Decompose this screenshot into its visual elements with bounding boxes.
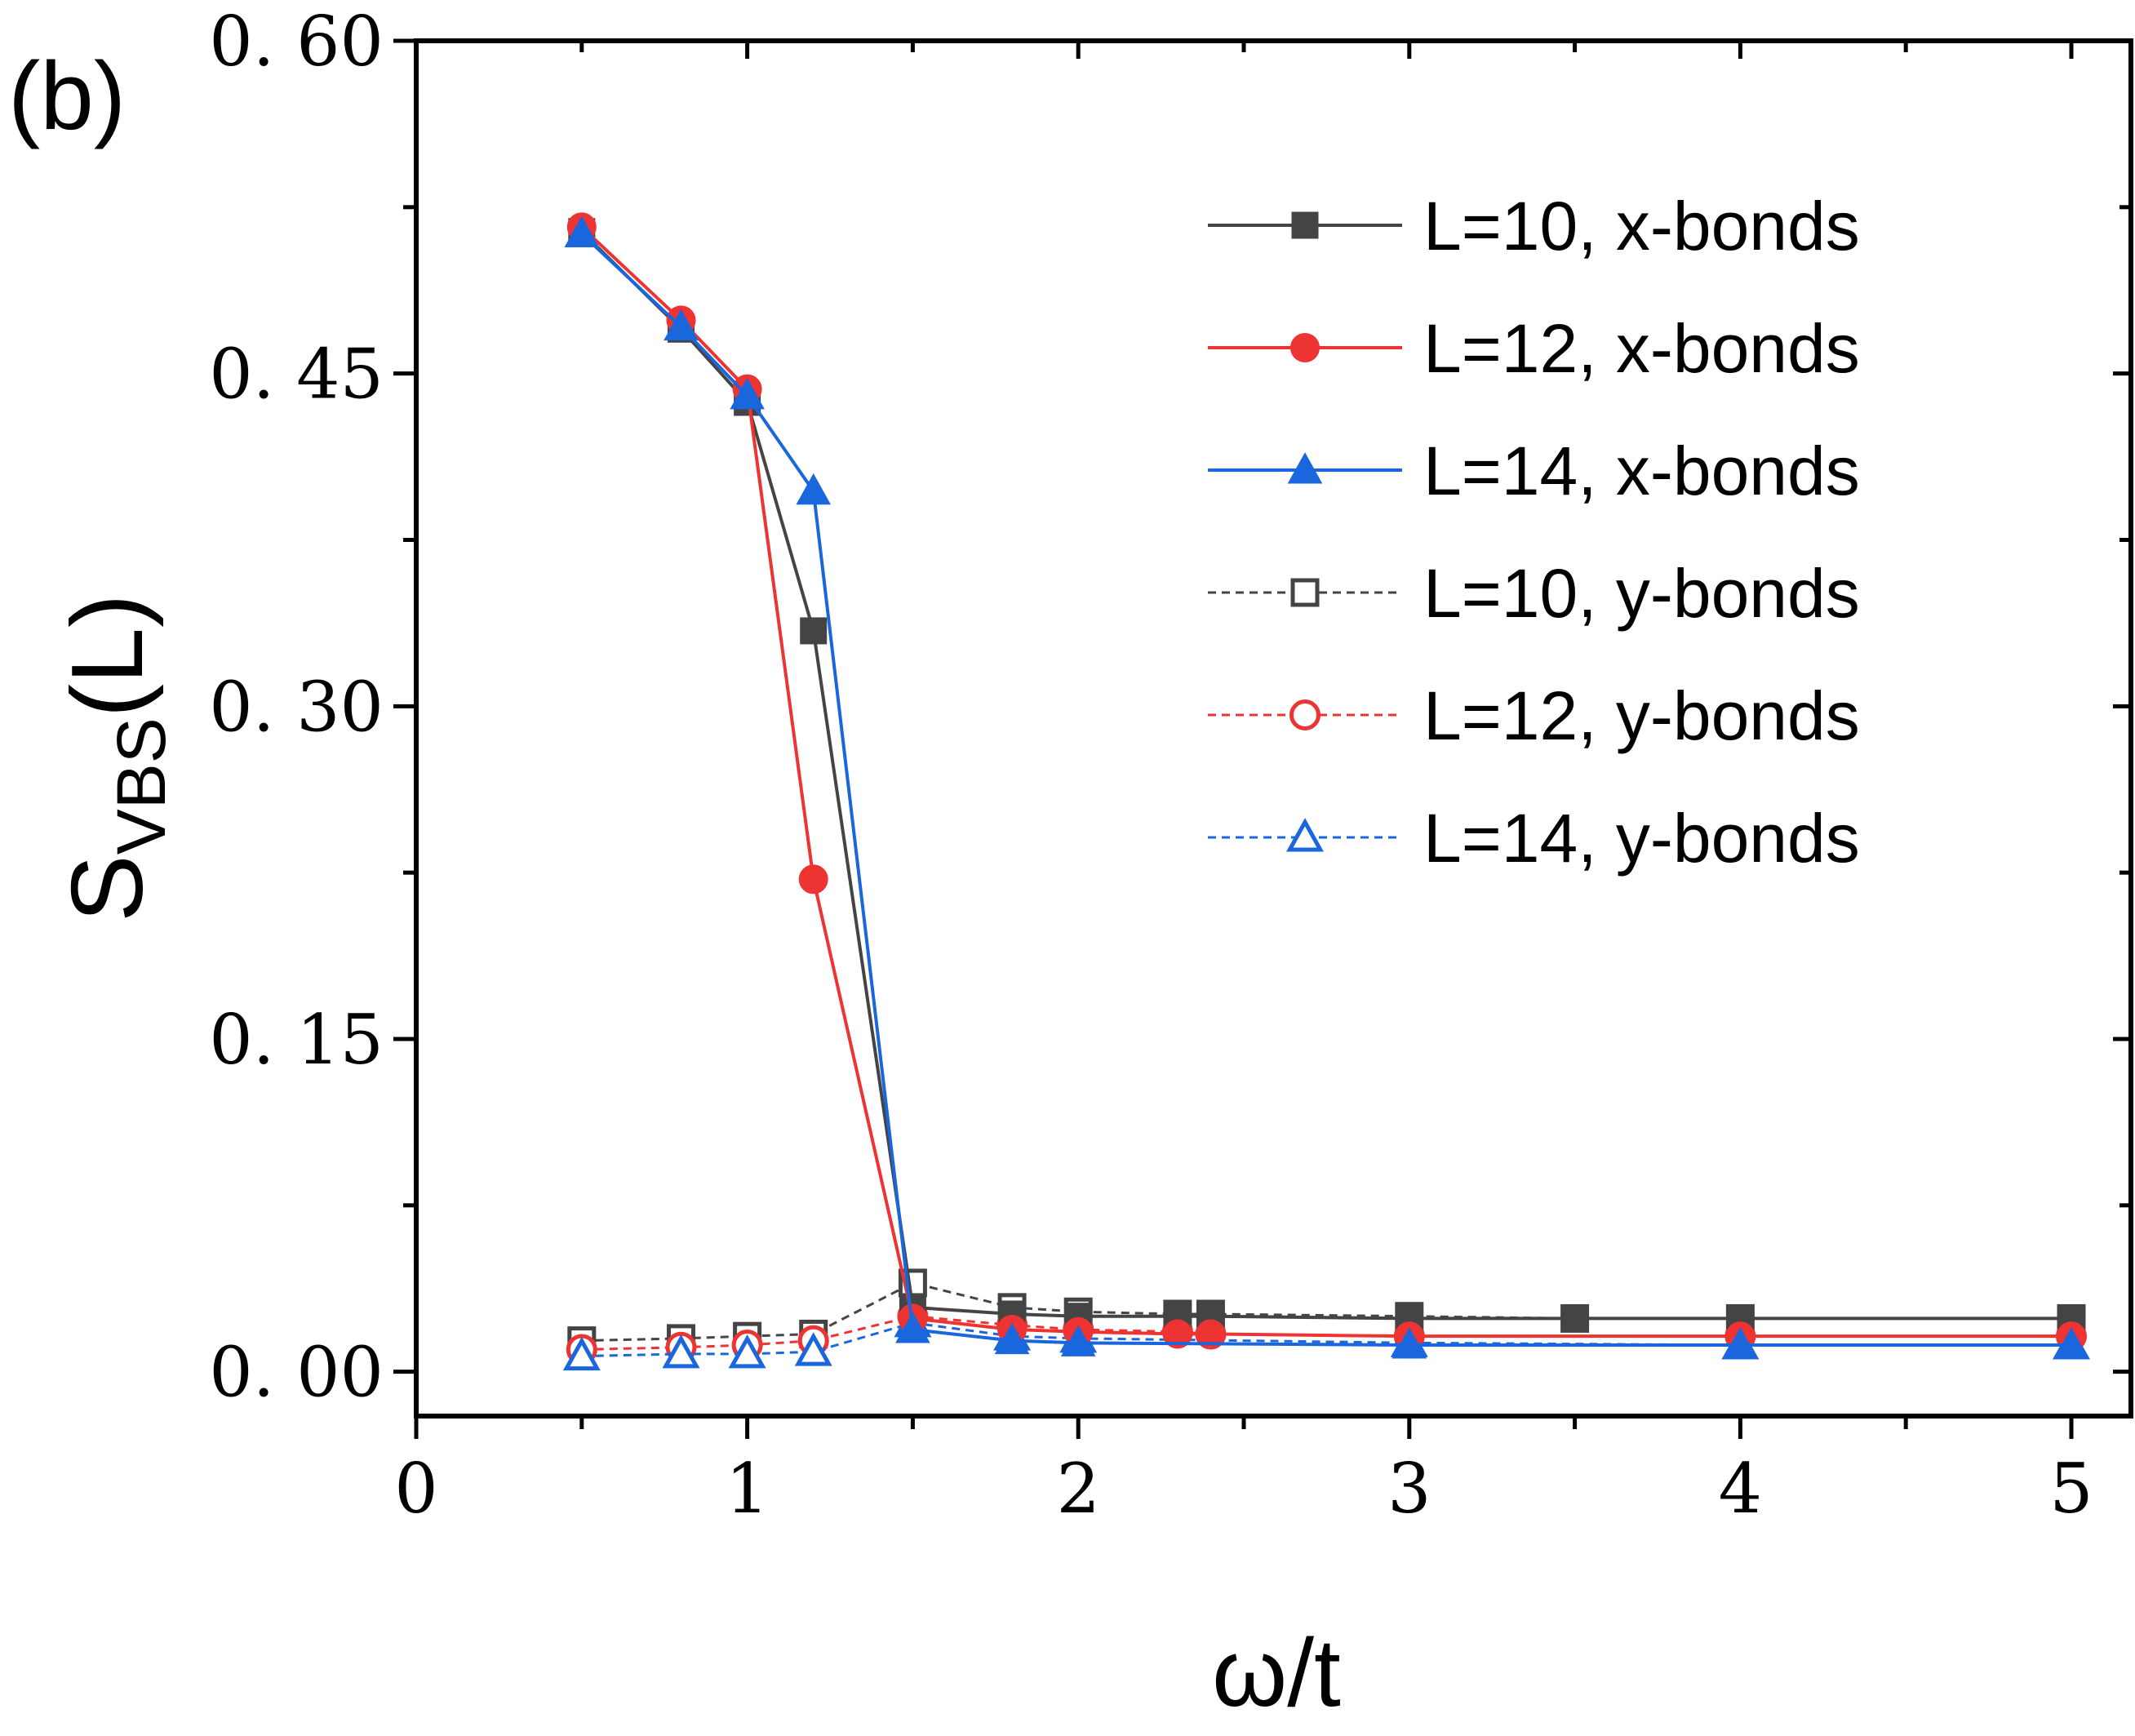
plot-series: [562, 212, 2090, 1371]
y-axis-title-subscript: VBS: [103, 717, 180, 855]
series-line: [580, 232, 2071, 1348]
legend-marker: [1291, 211, 1319, 239]
series-l-14-x-bonds: [564, 215, 2089, 1359]
data-point: [794, 1332, 832, 1366]
legend-label: L=12, x-bonds: [1423, 310, 1860, 387]
y-tick-label: 0. 30: [209, 667, 384, 747]
legend-item: L=10, y-bonds: [1208, 555, 1860, 632]
series-l-12-y-bonds: [566, 1300, 2087, 1365]
data-point: [1392, 1327, 1427, 1359]
legend-label: L=14, y-bonds: [1423, 800, 1860, 877]
data-point: [800, 617, 828, 645]
y-tick-label: 0. 45: [209, 335, 384, 415]
series-line: [581, 1321, 2071, 1358]
y-tick-label: 0. 60: [209, 2, 384, 82]
panel-label: (b): [8, 42, 126, 150]
y-tick-label: 0. 00: [209, 1333, 384, 1413]
series-line: [580, 225, 2071, 1339]
series-line: [580, 230, 2071, 1321]
legend-marker: [1289, 699, 1321, 730]
legend-label: L=10, y-bonds: [1423, 555, 1860, 632]
legend-item: L=14, y-bonds: [1208, 800, 1860, 877]
legend: L=10, x-bonds L=12, x-bonds L=14, x-bonds L…: [1208, 188, 1860, 877]
plot-frame: [414, 38, 2133, 1419]
data-point: [1196, 1319, 1226, 1349]
legend-item: L=12, y-bonds: [1208, 677, 1860, 754]
x-tick-label: 3: [1387, 1449, 1431, 1529]
legend-label: L=14, x-bonds: [1423, 433, 1860, 509]
data-point: [1060, 1325, 1096, 1356]
legend-item: L=14, x-bonds: [1208, 433, 1860, 509]
data-point: [664, 309, 699, 341]
legend-item: L=10, x-bonds: [1208, 188, 1860, 264]
x-tick-label: 5: [2049, 1449, 2093, 1529]
data-point: [1561, 1304, 1589, 1332]
x-tick-label: 2: [1056, 1449, 1099, 1529]
svg-text:SVBS(L): SVBS(L): [51, 594, 180, 922]
data-point: [730, 378, 765, 410]
legend-marker: [1286, 818, 1324, 852]
x-tick-label: 0: [394, 1449, 437, 1529]
y-axis-ticks: 0. 00 0. 15 0. 30 0. 45 0. 60: [209, 2, 2131, 1413]
data-point: [662, 1334, 700, 1369]
data-point: [728, 1334, 766, 1369]
y-axis-title-main: S: [51, 855, 164, 922]
legend-marker: [1290, 578, 1320, 607]
y-tick-label: 0. 15: [209, 1000, 384, 1080]
data-point: [1162, 1319, 1192, 1349]
legend-marker: [1290, 333, 1320, 362]
data-point: [796, 473, 832, 505]
legend-label: L=12, y-bonds: [1423, 677, 1860, 754]
legend-label: L=10, x-bonds: [1423, 188, 1860, 264]
data-point: [1723, 1327, 1758, 1359]
x-axis-title: ω/t: [1212, 1619, 1341, 1727]
y-axis-title: SVBS(L): [51, 594, 180, 922]
data-point: [798, 864, 828, 895]
data-point: [895, 1312, 930, 1343]
data-point: [564, 215, 600, 247]
data-point: [994, 1322, 1030, 1355]
x-axis-ticks: 0 1 2 3 4 5: [394, 41, 2093, 1529]
data-point: [2053, 1327, 2089, 1359]
data-point: [562, 1336, 601, 1371]
y-axis-title-suffix: (L): [51, 594, 164, 718]
legend-marker: [1287, 452, 1323, 484]
legend-item: L=12, x-bonds: [1208, 310, 1860, 387]
x-tick-label: 4: [1719, 1449, 1762, 1529]
x-tick-label: 1: [726, 1449, 769, 1529]
